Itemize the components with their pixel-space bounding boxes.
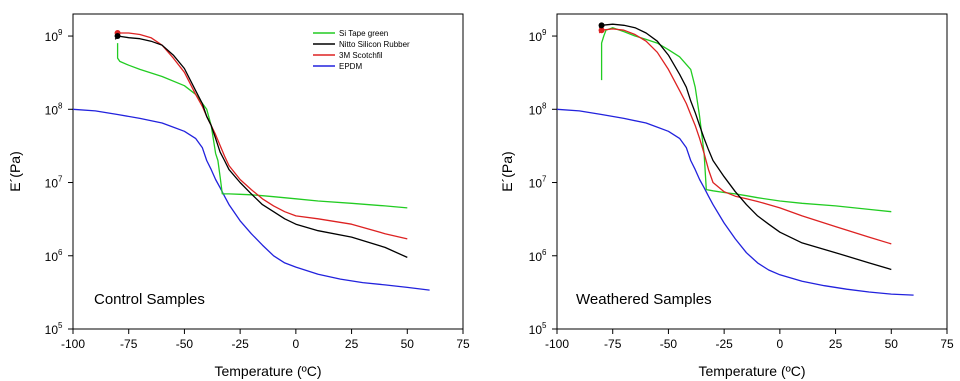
y-tick-label: 10 [529,177,543,191]
y-tick-label: 10 [45,323,59,337]
y-tick-exponent: 6 [58,248,63,257]
y-tick-label: 10 [45,177,59,191]
start-marker-3m-scotchfil [598,27,605,34]
legend-label-3m-scotchfil: 3M Scotchfil [339,51,383,60]
start-marker-nitto-silicon-rubber [598,22,605,29]
y-tick-exponent: 8 [58,101,63,110]
series-line-epdm [556,108,914,296]
x-tick-label: 50 [885,337,899,351]
series-line-3m-scotchfil [114,32,408,240]
x-tick-label: 25 [829,337,843,351]
x-tick-label: -50 [660,337,678,351]
x-tick-label: -100 [61,337,85,351]
y-axis-title: E´(Pa) [499,151,515,191]
x-tick-label: 75 [456,337,470,351]
y-axis-title: E´(Pa) [7,151,23,191]
x-tick-label: -75 [120,337,138,351]
x-tick-label: -25 [715,337,733,351]
x-tick-label: 0 [293,337,300,351]
y-tick-exponent: 8 [542,101,547,110]
series-line-si-tape-green [600,27,892,213]
legend-label-nitto-silicon-rubber: Nitto Silicon Rubber [339,40,410,49]
x-tick-label: 50 [401,337,415,351]
series-line-si-tape-green [116,43,408,209]
legend-label-epdm: EPDM [339,62,362,71]
y-tick-label: 10 [529,103,543,117]
y-tick-label: 10 [529,250,543,264]
series-line-nitto-silicon-rubber [114,35,408,258]
x-tick-label: 0 [777,337,784,351]
x-tick-label: 75 [940,337,954,351]
x-tick-label: -75 [604,337,622,351]
plot-frame [72,13,464,330]
plot-frame [556,13,948,330]
y-tick-exponent: 6 [542,248,547,257]
legend-label-si-tape-green: Si Tape green [339,29,388,38]
x-tick-label: 25 [345,337,359,351]
x-tick-label: -100 [545,337,569,351]
y-tick-label: 10 [529,30,543,44]
y-tick-exponent: 5 [542,321,547,330]
series-line-nitto-silicon-rubber [598,23,892,271]
series-line-3m-scotchfil [598,28,892,245]
y-tick-label: 10 [45,103,59,117]
y-tick-exponent: 7 [58,175,63,184]
x-axis-title: Temperature (ºC) [698,363,805,379]
x-axis-title: Temperature (ºC) [214,363,321,379]
y-tick-exponent: 5 [58,321,63,330]
y-tick-label: 10 [529,323,543,337]
panel-annotation: Weathered Samples [576,291,712,308]
y-tick-exponent: 9 [58,28,63,37]
y-tick-exponent: 9 [542,28,547,37]
x-tick-label: -50 [176,337,194,351]
series-line-epdm [72,108,430,291]
start-marker-nitto-silicon-rubber [114,33,121,40]
y-tick-exponent: 7 [542,175,547,184]
y-tick-label: 10 [45,30,59,44]
y-tick-label: 10 [45,250,59,264]
panel-annotation: Control Samples [94,291,205,308]
x-tick-label: -25 [231,337,249,351]
